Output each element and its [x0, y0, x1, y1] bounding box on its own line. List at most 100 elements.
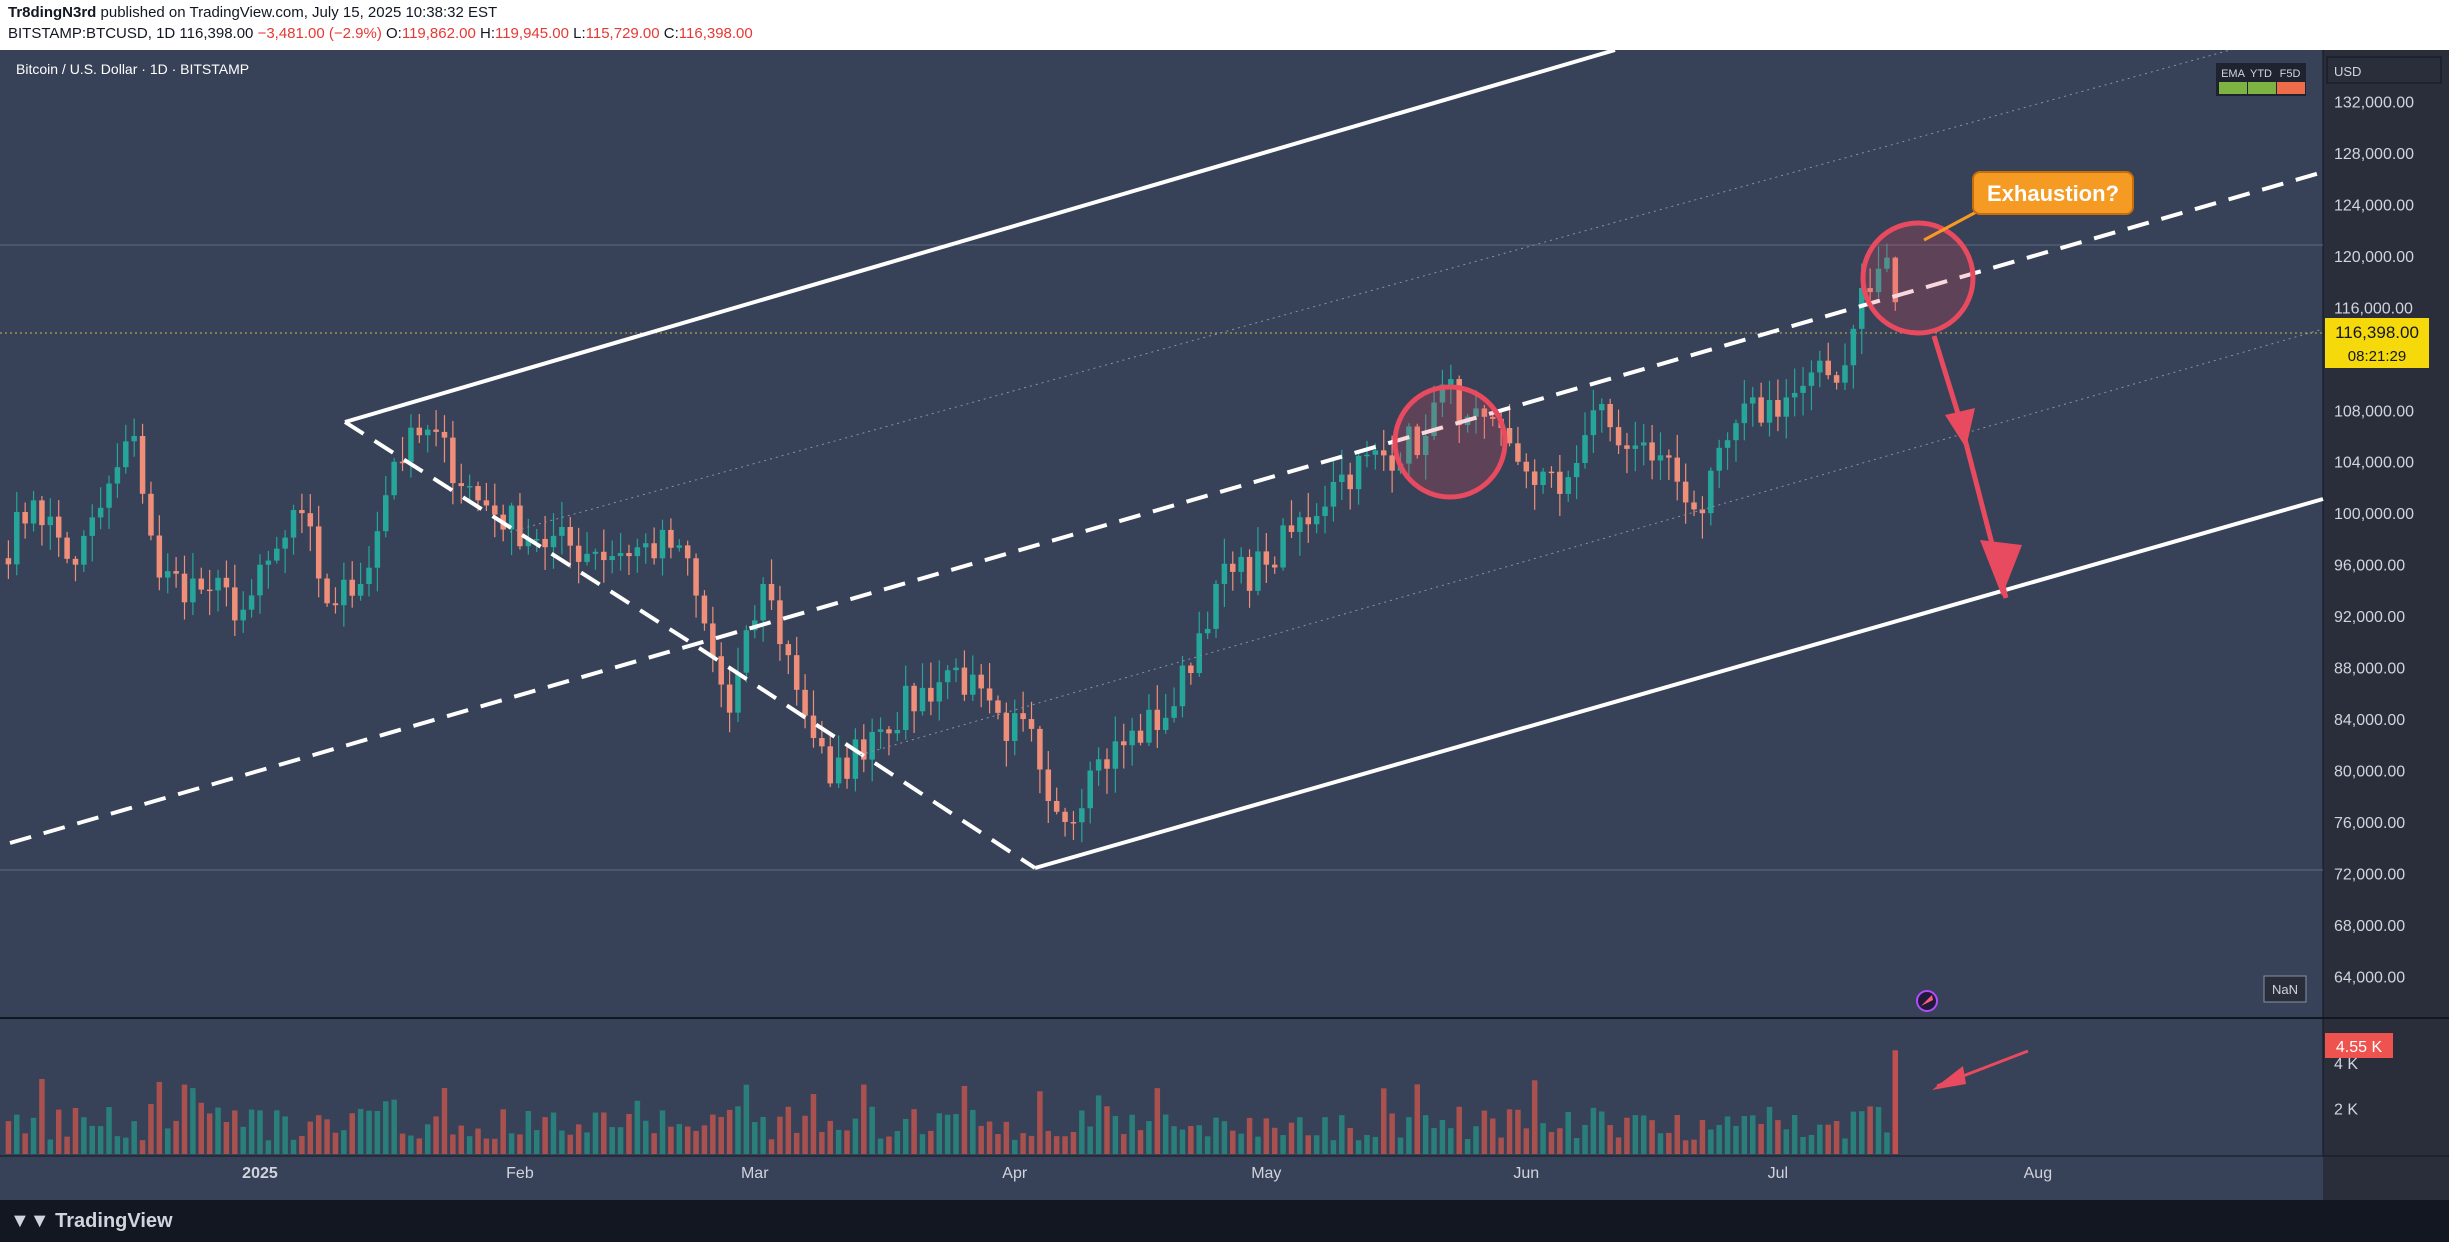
candle-body [961, 667, 968, 695]
candle-body [1691, 502, 1697, 510]
price-tick-label: 108,000.00 [2334, 403, 2414, 420]
volume-bar [1414, 1084, 1421, 1154]
volume-bar [1104, 1106, 1110, 1154]
volume-tag [2325, 1033, 2393, 1058]
candle-body [777, 600, 783, 645]
highlight-circle-july[interactable] [1860, 220, 1976, 336]
candle-body [424, 429, 431, 436]
price-tick-label: 64,000.00 [2334, 969, 2405, 986]
candle-body [1699, 509, 1706, 514]
volume-bar [232, 1110, 238, 1154]
volume-bar [1632, 1115, 1639, 1154]
price-axis-panel [2323, 50, 2449, 1200]
drawings: Exhaustion? [9, 50, 2324, 1090]
pill-f5d[interactable]: F5D [2280, 68, 2301, 80]
highlight-circle-may[interactable] [1392, 384, 1508, 500]
candle-body [1884, 257, 1890, 269]
pill-ytd[interactable]: YTD [2250, 68, 2272, 80]
channel-median-line[interactable] [9, 170, 2324, 845]
footer-bar: ▼▼ TradingView [0, 1200, 2449, 1242]
time-tick-label: 2025 [242, 1165, 278, 1182]
volume-bar [1825, 1124, 1831, 1154]
volume-bar [575, 1124, 582, 1154]
volume-bar [1875, 1106, 1882, 1154]
candle-body [1808, 372, 1815, 386]
candle-body [1422, 436, 1429, 456]
candle-body [668, 529, 674, 548]
volume-bar [1213, 1117, 1219, 1154]
candle-body [257, 564, 263, 596]
volume-bar [1607, 1125, 1613, 1154]
annotation-text: Exhaustion? [1987, 181, 2119, 206]
chart-canvas[interactable]: 132,000.00 128,000.00 124,000.00 120,000.00… [0, 50, 2449, 1200]
close-value: 116,398.00 [678, 25, 753, 42]
candle-body [852, 739, 859, 779]
volume-bar [970, 1109, 976, 1154]
candle-body [1657, 455, 1664, 461]
volume-bar [617, 1127, 624, 1154]
volume-axis-ticks: 2 K 4 K [2334, 1056, 2358, 1119]
candle-body [617, 553, 624, 557]
candle-body [1079, 808, 1085, 823]
volume-bar [1716, 1124, 1722, 1154]
volume-bar [1196, 1125, 1202, 1154]
candle-body [1615, 427, 1622, 446]
volume-bar [827, 1120, 833, 1154]
volume-bar [659, 1110, 666, 1154]
volume-bar [1112, 1115, 1119, 1154]
volume-bar [928, 1130, 934, 1154]
candle-body [1322, 506, 1328, 517]
volume-bar [886, 1136, 892, 1154]
volume-bar [986, 1121, 993, 1154]
inner-upper-line [509, 50, 2231, 533]
candle-body [550, 535, 557, 548]
volume-bar [1062, 1136, 1068, 1154]
candle-body [533, 538, 540, 541]
candle-body [458, 483, 464, 487]
channel-upper-line[interactable] [344, 50, 1616, 424]
volume-bar [710, 1114, 716, 1154]
candle-body [978, 674, 984, 689]
chart-header: Tr8dingN3rd published on TradingView.com… [0, 0, 2449, 50]
nan-box[interactable] [2263, 975, 2307, 1003]
candle-body [567, 526, 574, 546]
candle-body [1154, 709, 1161, 730]
published-text: published on TradingView.com, July 15, 2… [100, 4, 498, 21]
candle-body [1548, 471, 1555, 474]
candle-body [1053, 800, 1060, 812]
volume-bar [559, 1130, 565, 1154]
candle-body [374, 531, 381, 568]
volume-bar [1137, 1130, 1144, 1154]
candle-body [1431, 402, 1437, 436]
candle-body [307, 513, 314, 527]
candle-body [710, 623, 716, 657]
volume-arrowhead [1932, 1066, 1966, 1090]
tradingview-logo[interactable]: ▼▼ TradingView [10, 1210, 173, 1233]
candle-body [433, 429, 439, 432]
channel-lower-line[interactable] [1034, 497, 2324, 870]
volume-bar [626, 1113, 632, 1154]
time-tick-label: Jun [1513, 1165, 1539, 1182]
candle-body [483, 500, 490, 506]
candle-body [1095, 759, 1102, 771]
volume-bar [835, 1129, 842, 1154]
high-label: H: [479, 25, 495, 42]
candle-body [240, 609, 246, 621]
currency-box[interactable] [2326, 56, 2442, 84]
volume-bar [1548, 1132, 1555, 1154]
volume-bar [701, 1125, 708, 1154]
pill-ema[interactable]: EMA [2221, 68, 2246, 80]
pitchfork-handle[interactable] [343, 420, 1037, 870]
annotation-box[interactable] [1972, 171, 2134, 215]
candle-body [726, 684, 733, 713]
volume-bar [290, 1139, 297, 1154]
rocket-flame-icon [1921, 995, 1933, 1006]
price-tag [2325, 318, 2429, 368]
volume-bar [181, 1084, 188, 1154]
volume-bar [1397, 1137, 1404, 1154]
publisher-name[interactable]: Tr8dingN3rd [8, 4, 97, 21]
candle-body [408, 427, 414, 463]
volume-bar [819, 1132, 825, 1154]
volume-bar [1003, 1121, 1010, 1154]
volume-bar [1557, 1128, 1563, 1154]
